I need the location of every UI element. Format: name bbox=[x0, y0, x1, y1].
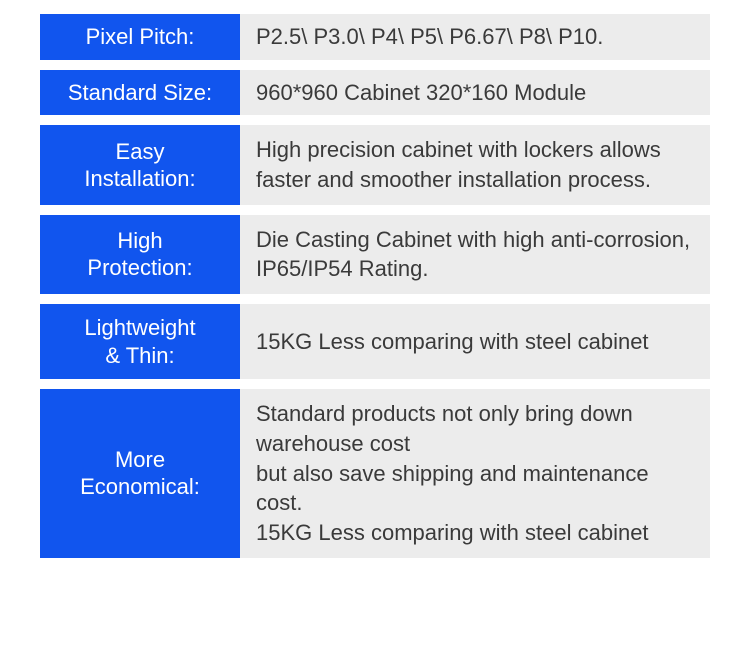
table-row: More Economical:Standard products not on… bbox=[40, 389, 710, 557]
spec-table: Pixel Pitch:P2.5\ P3.0\ P4\ P5\ P6.67\ P… bbox=[40, 14, 710, 558]
row-value: Die Casting Cabinet with high anti-corro… bbox=[240, 215, 710, 294]
row-value: P2.5\ P3.0\ P4\ P5\ P6.67\ P8\ P10. bbox=[240, 14, 710, 60]
table-row: Standard Size:960*960 Cabinet 320*160 Mo… bbox=[40, 70, 710, 116]
row-value: 15KG Less comparing with steel cabinet bbox=[240, 304, 710, 379]
row-label: Standard Size: bbox=[40, 70, 240, 116]
row-label: Easy Installation: bbox=[40, 125, 240, 204]
row-label: Pixel Pitch: bbox=[40, 14, 240, 60]
row-label: Lightweight & Thin: bbox=[40, 304, 240, 379]
table-row: High Protection:Die Casting Cabinet with… bbox=[40, 215, 710, 294]
table-row: Easy Installation:High precision cabinet… bbox=[40, 125, 710, 204]
row-label: High Protection: bbox=[40, 215, 240, 294]
table-row: Lightweight & Thin:15KG Less comparing w… bbox=[40, 304, 710, 379]
row-label: More Economical: bbox=[40, 389, 240, 557]
row-value: Standard products not only bring down wa… bbox=[240, 389, 710, 557]
row-value: High precision cabinet with lockers allo… bbox=[240, 125, 710, 204]
row-value: 960*960 Cabinet 320*160 Module bbox=[240, 70, 710, 116]
table-row: Pixel Pitch:P2.5\ P3.0\ P4\ P5\ P6.67\ P… bbox=[40, 14, 710, 60]
